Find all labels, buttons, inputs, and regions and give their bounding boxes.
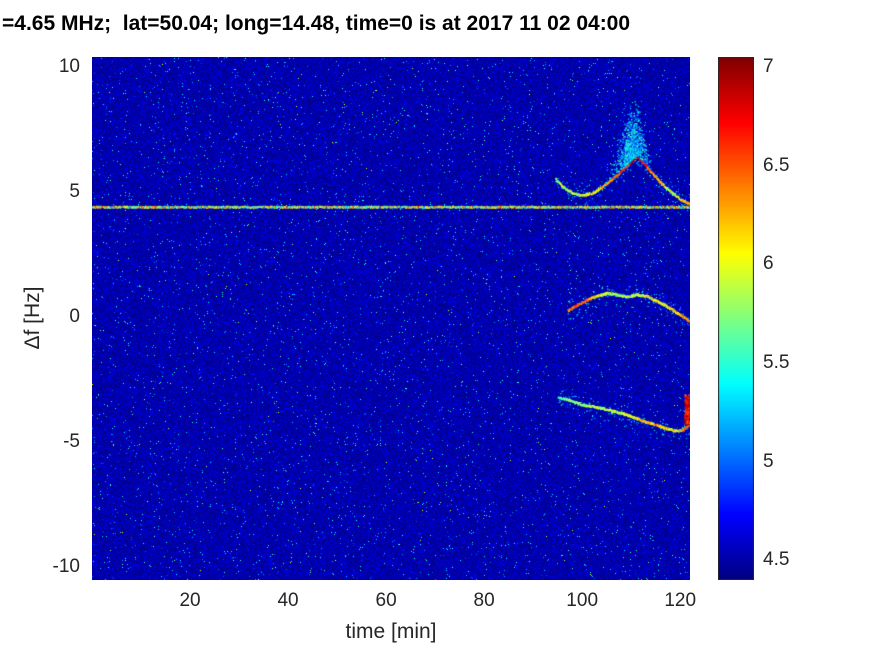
x-tick-label: 100 [566, 590, 599, 611]
y-tick-label: 10 [58, 56, 80, 77]
x-tick-label: 60 [375, 590, 397, 611]
y-tick-label: -5 [63, 431, 80, 453]
colorbar-tick-label: 4.5 [763, 549, 790, 571]
spectrogram-canvas [92, 57, 690, 580]
colorbar-tick-label: 5 [763, 450, 774, 472]
y-tick-label: 5 [69, 181, 80, 203]
colorbar-tick-label: 6 [763, 253, 774, 275]
colorbar-tick-label: 5.5 [763, 351, 790, 373]
x-tick-label: 80 [473, 590, 495, 611]
y-tick-label: -10 [52, 556, 80, 578]
x-axis-label: time [min] [345, 620, 437, 643]
colorbar-canvas [718, 57, 754, 580]
x-tick-label: 40 [277, 590, 299, 611]
y-axis-label: Δf [Hz] [21, 286, 44, 350]
x-tick-label: 20 [179, 590, 201, 611]
x-tick-label: 120 [664, 590, 697, 611]
y-tick-label: 0 [69, 306, 80, 328]
colorbar-tick-label: 7 [763, 55, 774, 77]
chart-title: =4.65 MHz; lat=50.04; long=14.48, time=0… [2, 12, 631, 35]
colorbar-tick-label: 6.5 [763, 154, 790, 176]
